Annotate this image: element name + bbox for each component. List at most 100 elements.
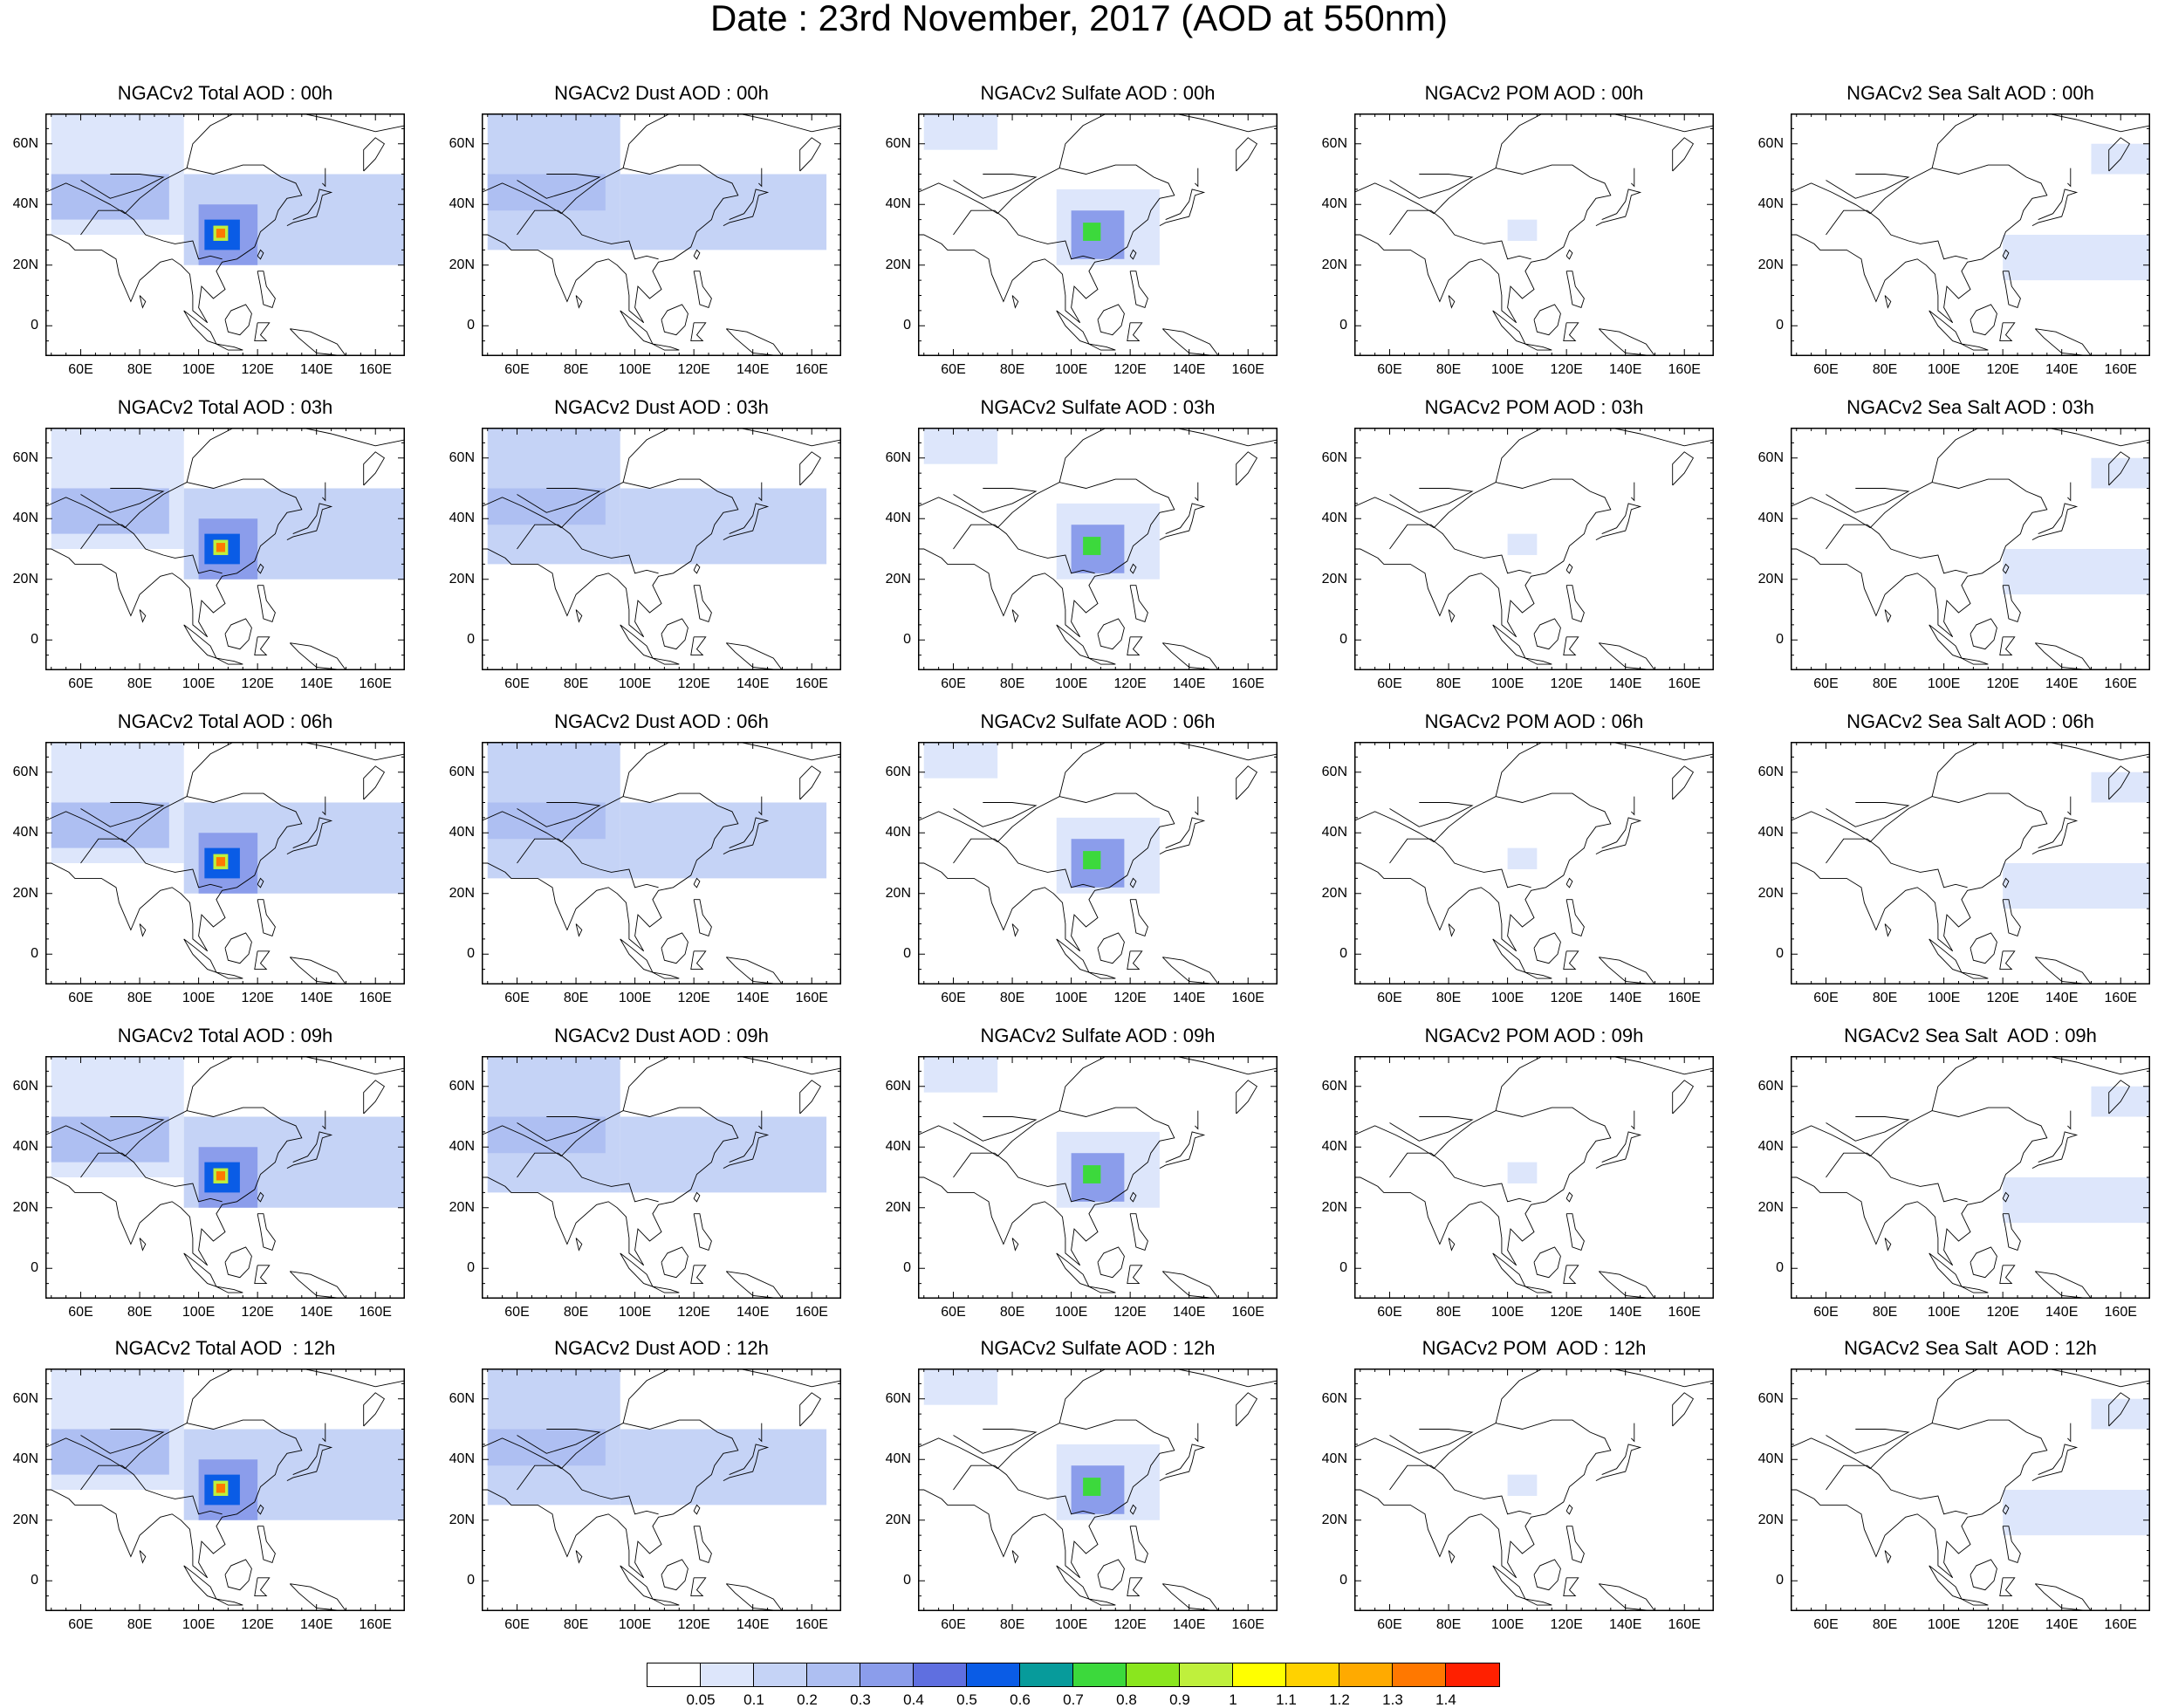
coastline	[1565, 1213, 1585, 1251]
coastline	[1791, 1419, 2048, 1579]
coastline	[80, 488, 165, 513]
lon-tick-label: 100E	[1490, 991, 1524, 1005]
coastline	[1236, 137, 1258, 172]
coastline	[1354, 1419, 1612, 1579]
coastline	[254, 950, 271, 971]
coastline	[1011, 1238, 1019, 1252]
aod-map	[1354, 113, 1714, 356]
lat-tick-label: 0	[31, 1260, 38, 1276]
aod-region	[487, 488, 606, 525]
coastline	[1595, 1444, 1642, 1482]
panel-title: NGACv2 Dust AOD : 00h	[554, 82, 769, 104]
coastline	[1928, 310, 1963, 345]
aod-map	[918, 113, 1278, 356]
panel-title: NGACv2 Sulfate AOD : 09h	[980, 1025, 1216, 1046]
coastline	[482, 1419, 739, 1579]
coastline	[257, 563, 264, 574]
lon-tick-label: 160E	[359, 1305, 392, 1320]
lon-tick-label: 80E	[1435, 991, 1462, 1005]
aod-region	[620, 1429, 827, 1506]
lon-tick-label: 80E	[127, 1305, 153, 1320]
coastline	[45, 1107, 303, 1266]
lon-tick-label: 140E	[1609, 362, 1642, 377]
lon-tick-label: 120E	[1113, 676, 1147, 691]
coastline	[517, 174, 601, 199]
coastline	[1448, 1238, 1456, 1252]
aod-region	[923, 742, 998, 779]
coastline	[1129, 877, 1137, 888]
coastline	[1127, 950, 1143, 971]
panel-title: NGACv2 POM AOD : 00h	[1424, 82, 1644, 104]
coastline	[1961, 1598, 1989, 1606]
coastline	[1471, 240, 1531, 260]
lon-tick-label: 120E	[1550, 1617, 1583, 1632]
coastline	[690, 1265, 707, 1285]
coastline	[1159, 189, 1206, 227]
lat-tick-label: 0	[1776, 1260, 1784, 1276]
panel-title: NGACv2 Sea Salt AOD : 06h	[1846, 710, 2094, 732]
lat-tick-label: 20N	[12, 571, 38, 586]
panel-title: NGACv2 Sea Salt AOD : 12h	[1844, 1337, 2097, 1359]
coastline	[1056, 624, 1090, 659]
colorbar-tick-label: 0.3	[850, 1691, 871, 1708]
coastline	[1495, 742, 1714, 797]
coastline	[1448, 609, 1456, 623]
coastline	[953, 1152, 1037, 1184]
coastline	[758, 1110, 763, 1130]
colorbar-tick-label: 0.05	[686, 1691, 716, 1708]
lon-tick-label: 140E	[1609, 1305, 1642, 1320]
coastline	[1563, 1577, 1579, 1597]
coastline	[652, 971, 680, 979]
lat-tick-label: 0	[903, 946, 911, 962]
coastline	[723, 189, 770, 227]
lon-tick-label: 160E	[359, 362, 392, 377]
aod-region	[620, 174, 827, 250]
coastline	[224, 618, 252, 650]
coastline	[1791, 1107, 2048, 1266]
lat-tick-label: 0	[903, 318, 911, 333]
lon-tick-label: 160E	[359, 676, 392, 691]
coastline	[1129, 563, 1137, 574]
coastline	[2002, 249, 2010, 260]
coastline	[80, 209, 164, 242]
coastline	[953, 1116, 1038, 1142]
coastline	[1195, 796, 1199, 816]
coastline	[517, 1116, 601, 1142]
lat-tick-label: 0	[467, 632, 475, 648]
coastline	[286, 1131, 333, 1170]
coastline	[953, 488, 1038, 513]
coastline	[1961, 657, 1989, 665]
coastline	[2031, 189, 2079, 227]
coastline	[723, 1444, 770, 1482]
coastline	[799, 1392, 822, 1427]
coastline	[1129, 249, 1137, 260]
panel-title: NGACv2 Total AOD : 06h	[117, 710, 333, 732]
lon-tick-label: 140E	[1173, 676, 1206, 691]
colorbar-box	[860, 1663, 914, 1686]
aod-region	[1507, 1162, 1538, 1183]
coastline	[2002, 585, 2021, 622]
lat-tick-label: 0	[903, 1573, 911, 1588]
coastline	[1826, 838, 1909, 870]
coastline	[918, 1419, 1175, 1579]
coastline	[80, 1429, 165, 1454]
lon-tick-label: 120E	[1550, 676, 1583, 691]
coastline	[725, 642, 784, 670]
coastline	[1595, 503, 1642, 541]
coastline	[183, 938, 217, 973]
colorbar-tick-label: 1.2	[1329, 1691, 1350, 1708]
coastline	[725, 957, 784, 984]
coastline	[1563, 636, 1579, 656]
coastline	[80, 802, 165, 827]
lat-tick-label: 0	[1339, 1260, 1347, 1276]
coastline	[322, 1110, 326, 1130]
coastline	[1565, 585, 1585, 622]
coastline	[139, 295, 147, 309]
lon-tick-label: 60E	[941, 362, 966, 377]
coastline	[1595, 817, 1642, 855]
lon-tick-label: 80E	[563, 676, 589, 691]
panel-title: NGACv2 Dust AOD : 03h	[554, 396, 769, 418]
coastline	[1127, 636, 1143, 656]
lon-tick-label: 160E	[2104, 676, 2137, 691]
coastline	[45, 792, 303, 952]
